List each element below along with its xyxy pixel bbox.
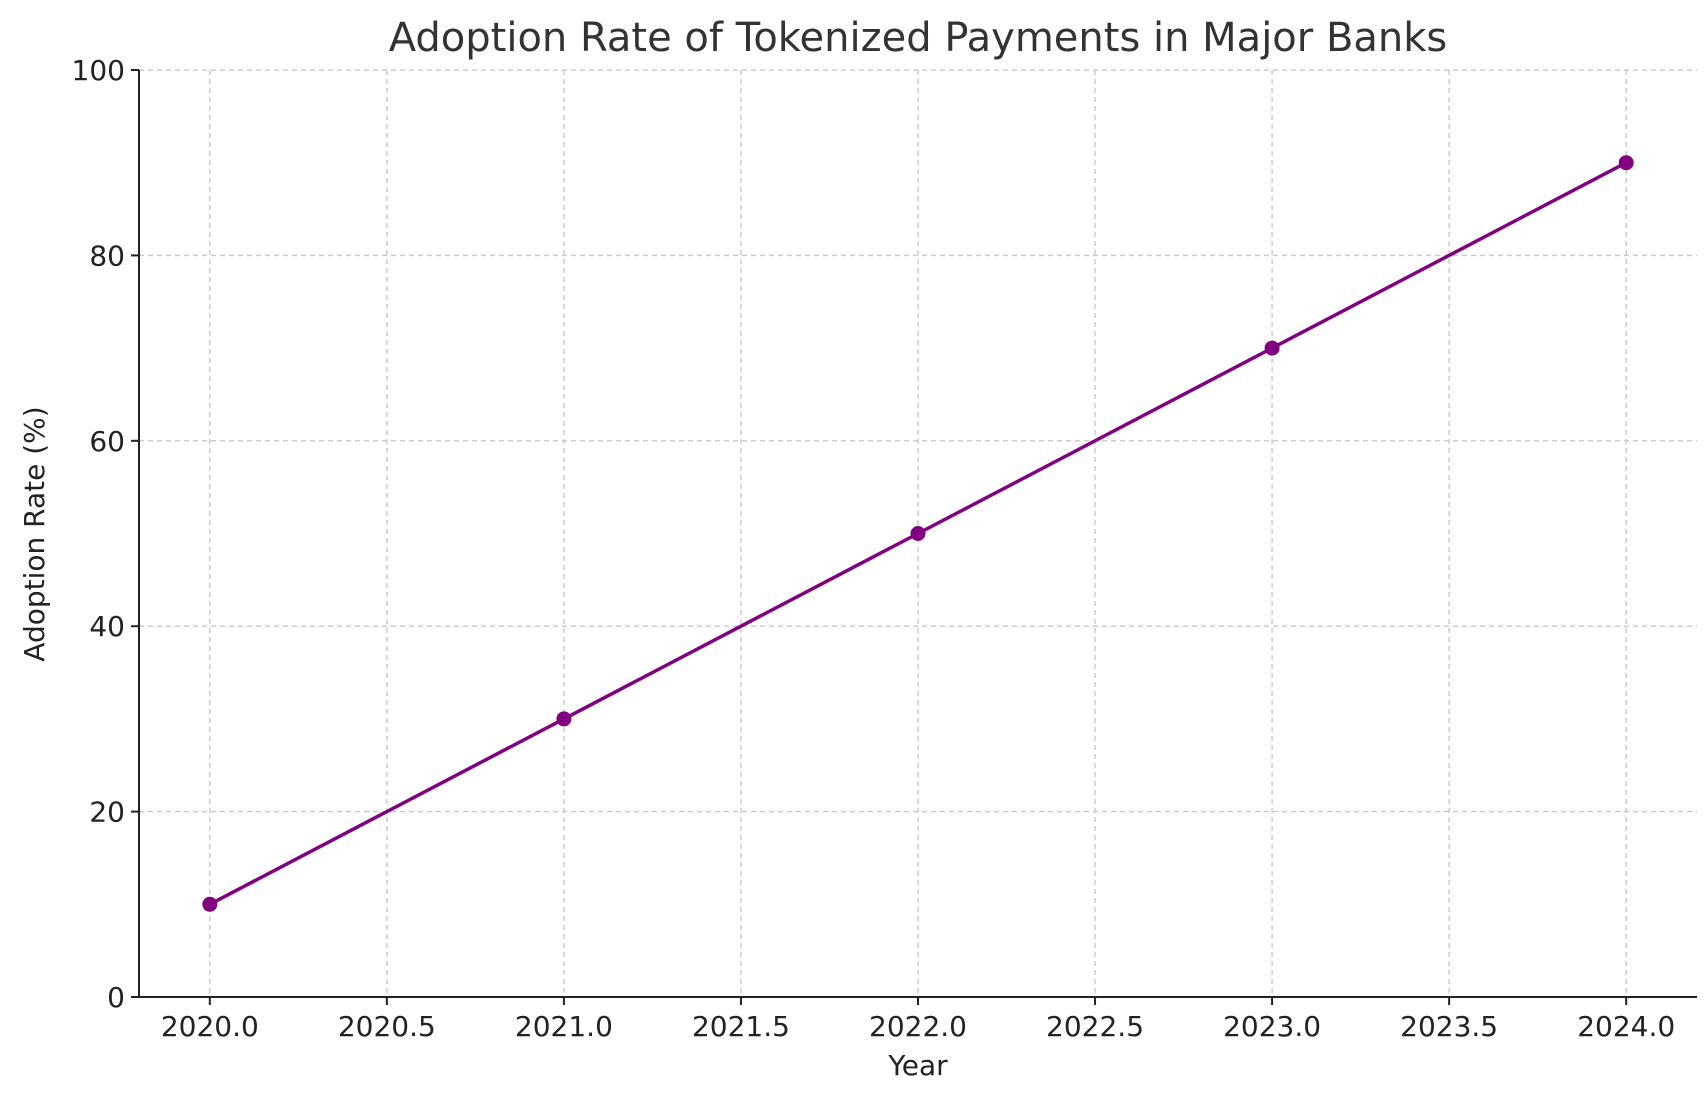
x-tick-label: 2022.0 (869, 1010, 967, 1043)
data-point (1618, 155, 1634, 171)
data-point (202, 896, 218, 912)
tick-labels: 2020.0 2020.5 2021.0 2021.5 2022.0 2022.5 2023… (72, 54, 1676, 1043)
y-tick-label: 20 (89, 796, 125, 829)
x-tick-label: 2020.5 (338, 1010, 436, 1043)
x-tick-label: 2021.0 (515, 1010, 613, 1043)
series-layer (202, 155, 1634, 912)
x-tick-label: 2023.5 (1400, 1010, 1498, 1043)
y-tick-label: 60 (89, 425, 125, 458)
y-tick-label: 40 (89, 610, 125, 643)
data-point (910, 526, 926, 541)
data-point (556, 711, 572, 727)
x-tick-label: 2020.0 (161, 1010, 259, 1043)
chart-title: Adoption Rate of Tokenized Payments in M… (389, 15, 1448, 61)
data-point (1264, 340, 1280, 356)
y-axis-label: Adoption Rate (%) (18, 406, 51, 661)
x-tick-label: 2021.5 (692, 1010, 790, 1043)
y-tick-label: 100 (72, 54, 125, 87)
x-tick-label: 2023.0 (1223, 1010, 1321, 1043)
y-tick-label: 80 (89, 239, 125, 272)
x-tick-label: 2022.5 (1046, 1010, 1144, 1043)
x-axis-label: Year (887, 1049, 948, 1082)
x-tick-label: 2024.0 (1577, 1010, 1675, 1043)
y-tick-label: 0 (107, 981, 125, 1014)
